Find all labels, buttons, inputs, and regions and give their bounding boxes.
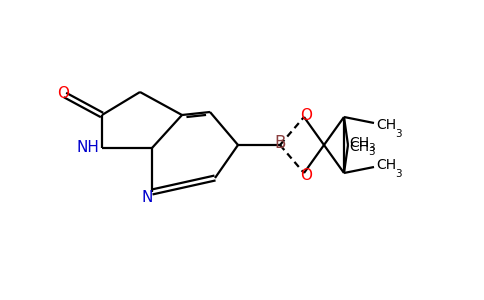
Text: CH: CH: [376, 158, 396, 172]
Text: O: O: [57, 85, 69, 100]
Text: 3: 3: [368, 143, 375, 153]
Text: NH: NH: [76, 140, 99, 155]
Text: 3: 3: [395, 169, 402, 179]
Text: N: N: [141, 190, 152, 206]
Text: CH: CH: [349, 136, 369, 150]
Text: CH: CH: [376, 118, 396, 132]
Text: B: B: [274, 134, 286, 152]
Text: O: O: [300, 107, 312, 122]
Text: O: O: [300, 167, 312, 182]
Text: 3: 3: [368, 147, 375, 157]
Text: CH: CH: [349, 140, 369, 154]
Text: 3: 3: [395, 129, 402, 139]
